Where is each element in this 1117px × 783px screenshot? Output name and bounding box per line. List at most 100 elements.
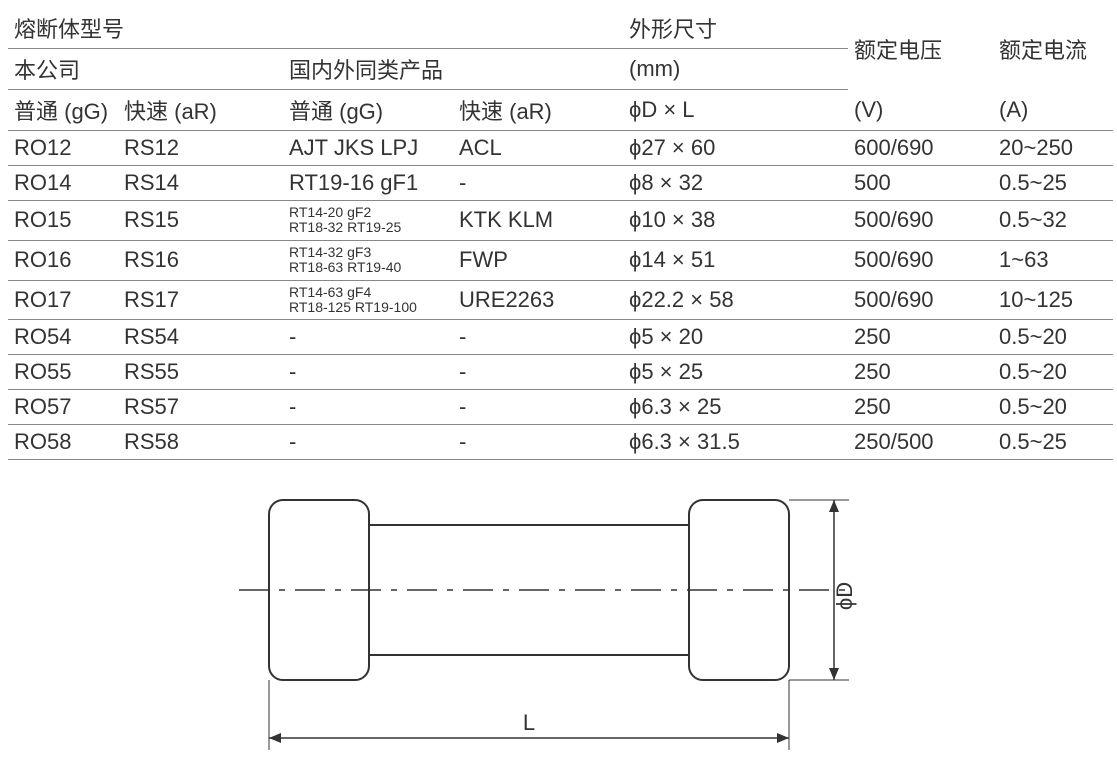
table-row: RO54RS54--ϕ5 × 202500.5~20 [8, 320, 1113, 355]
cell-sim-gg: AJT JKS LPJ [283, 131, 453, 166]
cell-curr: 0.5~25 [993, 425, 1113, 460]
cell-gg: RO16 [8, 240, 118, 280]
cell-sim-gg-text: RT14-32 gF3RT18-63 RT19-40 [289, 245, 447, 276]
table-row: RO14RS14RT19-16 gF1-ϕ8 × 325000.5~25 [8, 166, 1113, 201]
fuse-diagram: ϕD L [8, 470, 1109, 775]
cell-sim-ar: URE2263 [453, 280, 623, 320]
hdr-dimensions: 外形尺寸 [623, 8, 848, 49]
cell-dim: ϕ22.2 × 58 [623, 280, 848, 320]
cell-ar: RS57 [118, 390, 283, 425]
cell-volt: 250 [848, 390, 993, 425]
cell-ar: RS58 [118, 425, 283, 460]
cell-gg: RO54 [8, 320, 118, 355]
l-arrow-right [777, 733, 789, 743]
cell-gg: RO57 [8, 390, 118, 425]
fuse-spec-table: 熔断体型号 外形尺寸 额定电压 额定电流 本公司 国内外同类产品 (mm) 普通… [8, 8, 1113, 460]
cell-sim-gg-text: RT14-20 gF2RT18-32 RT19-25 [289, 205, 447, 236]
cell-curr: 0.5~20 [993, 320, 1113, 355]
fuse-outline-svg: ϕD L [229, 470, 889, 770]
cell-sim-gg: RT19-16 gF1 [283, 166, 453, 201]
cell-volt: 250 [848, 355, 993, 390]
table-row: RO16RS16RT14-32 gF3RT18-63 RT19-40FWPϕ14… [8, 240, 1113, 280]
cell-ar: RS16 [118, 240, 283, 280]
cell-curr: 0.5~32 [993, 201, 1113, 241]
cell-curr: 0.5~20 [993, 355, 1113, 390]
hdr-dim-unit: (mm) [623, 49, 848, 90]
cell-volt: 500/690 [848, 280, 993, 320]
cell-gg: RO17 [8, 280, 118, 320]
cell-sim-gg: RT14-32 gF3RT18-63 RT19-40 [283, 240, 453, 280]
hdr-our-company: 本公司 [8, 49, 283, 90]
l-label: L [522, 710, 534, 735]
cell-dim: ϕ5 × 25 [623, 355, 848, 390]
header-row-1: 熔断体型号 外形尺寸 额定电压 额定电流 [8, 8, 1113, 49]
cell-dim: ϕ10 × 38 [623, 201, 848, 241]
cell-sim-ar: FWP [453, 240, 623, 280]
cell-ar: RS17 [118, 280, 283, 320]
hdr-v: (V) [848, 90, 993, 131]
cell-sim-gg: RT14-20 gF2RT18-32 RT19-25 [283, 201, 453, 241]
cell-ar: RS15 [118, 201, 283, 241]
table-row: RO12RS12AJT JKS LPJACLϕ27 × 60600/69020~… [8, 131, 1113, 166]
cell-gg: RO55 [8, 355, 118, 390]
header-row-3: 普通 (gG) 快速 (aR) 普通 (gG) 快速 (aR) ϕD × L (… [8, 90, 1113, 131]
cell-sim-ar: - [453, 390, 623, 425]
cell-curr: 0.5~20 [993, 390, 1113, 425]
cell-sim-ar: - [453, 320, 623, 355]
hdr-voltage: 额定电压 [848, 8, 993, 90]
cell-ar: RS14 [118, 166, 283, 201]
cell-dim: ϕ8 × 32 [623, 166, 848, 201]
cell-sim-gg: RT14-63 gF4RT18-125 RT19-100 [283, 280, 453, 320]
cell-curr: 1~63 [993, 240, 1113, 280]
cell-gg: RO12 [8, 131, 118, 166]
hdr-dxl: ϕD × L [623, 90, 848, 131]
cell-volt: 500 [848, 166, 993, 201]
d-label: ϕD [832, 582, 857, 610]
cell-sim-gg: - [283, 320, 453, 355]
cell-sim-ar: - [453, 355, 623, 390]
cell-dim: ϕ5 × 20 [623, 320, 848, 355]
cell-ar: RS54 [118, 320, 283, 355]
cell-volt: 250 [848, 320, 993, 355]
cell-gg: RO15 [8, 201, 118, 241]
cell-ar: RS55 [118, 355, 283, 390]
hdr-similar: 国内外同类产品 [283, 49, 623, 90]
cell-sim-gg: - [283, 355, 453, 390]
table-row: RO55RS55--ϕ5 × 252500.5~20 [8, 355, 1113, 390]
cell-dim: ϕ27 × 60 [623, 131, 848, 166]
cell-dim: ϕ14 × 51 [623, 240, 848, 280]
cell-sim-ar: KTK KLM [453, 201, 623, 241]
cell-sim-gg: - [283, 390, 453, 425]
cell-volt: 250/500 [848, 425, 993, 460]
cell-curr: 10~125 [993, 280, 1113, 320]
cell-sim-gg-text: RT14-63 gF4RT18-125 RT19-100 [289, 285, 447, 316]
cell-ar: RS12 [118, 131, 283, 166]
cell-sim-gg: - [283, 425, 453, 460]
hdr-ar1: 快速 (aR) [118, 90, 283, 131]
cell-sim-ar: - [453, 425, 623, 460]
cell-volt: 500/690 [848, 240, 993, 280]
cell-curr: 20~250 [993, 131, 1113, 166]
cell-dim: ϕ6.3 × 25 [623, 390, 848, 425]
hdr-gg1: 普通 (gG) [8, 90, 118, 131]
hdr-gg2: 普通 (gG) [283, 90, 453, 131]
cell-sim-ar: ACL [453, 131, 623, 166]
table-row: RO58RS58--ϕ6.3 × 31.5250/5000.5~25 [8, 425, 1113, 460]
l-arrow-left [269, 733, 281, 743]
cell-dim: ϕ6.3 × 31.5 [623, 425, 848, 460]
table-row: RO57RS57--ϕ6.3 × 252500.5~20 [8, 390, 1113, 425]
hdr-ar2: 快速 (aR) [453, 90, 623, 131]
table-row: RO15RS15RT14-20 gF2RT18-32 RT19-25KTK KL… [8, 201, 1113, 241]
hdr-current: 额定电流 [993, 8, 1113, 90]
d-arrow-bot [829, 668, 839, 680]
table-row: RO17RS17RT14-63 gF4RT18-125 RT19-100URE2… [8, 280, 1113, 320]
hdr-a: (A) [993, 90, 1113, 131]
d-arrow-top [829, 500, 839, 512]
cell-volt: 500/690 [848, 201, 993, 241]
cell-volt: 600/690 [848, 131, 993, 166]
cell-sim-ar: - [453, 166, 623, 201]
cell-curr: 0.5~25 [993, 166, 1113, 201]
hdr-model-group: 熔断体型号 [8, 8, 623, 49]
cell-gg: RO58 [8, 425, 118, 460]
cell-gg: RO14 [8, 166, 118, 201]
